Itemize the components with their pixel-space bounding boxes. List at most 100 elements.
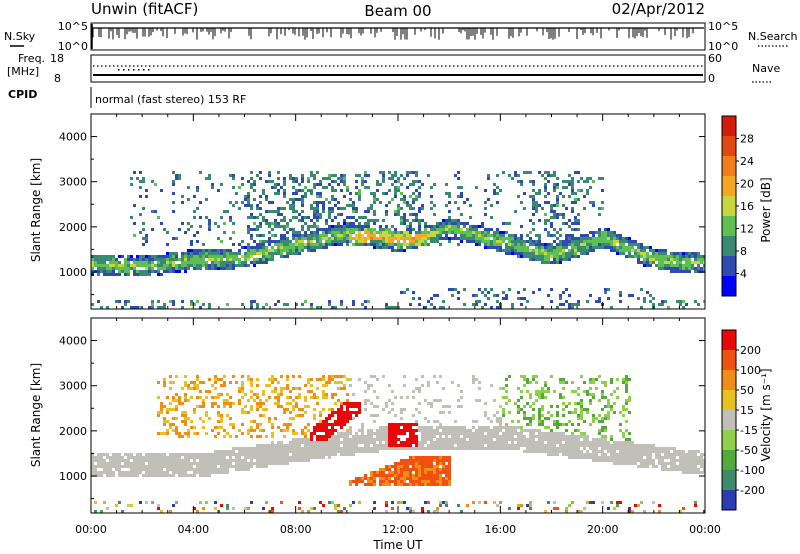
- velocity-cell: [574, 435, 577, 438]
- velocity-cell: [433, 480, 436, 483]
- power-cell: [694, 300, 697, 303]
- velocity-cell: [250, 405, 253, 408]
- velocity-cell: [547, 387, 550, 390]
- velocity-cell: [229, 465, 232, 468]
- velocity-cell: [490, 432, 493, 435]
- power-cell: [358, 216, 361, 219]
- power-cell: [571, 306, 574, 309]
- velocity-cell: [175, 408, 178, 411]
- power-cell: [148, 270, 151, 273]
- power-cell: [541, 174, 544, 177]
- power-cell: [379, 240, 382, 243]
- velocity-cell: [280, 462, 283, 465]
- velocity-cell: [190, 468, 193, 471]
- velocity-cell: [538, 411, 541, 414]
- power-cell: [109, 273, 112, 276]
- power-cell: [658, 255, 661, 258]
- power-cell: [256, 306, 259, 309]
- velocity-cell: [349, 438, 352, 441]
- power-cell: [436, 234, 439, 237]
- power-cell: [433, 237, 436, 240]
- power-cell: [622, 237, 625, 240]
- velocity-cell: [436, 381, 439, 384]
- velocity-cell: [190, 474, 193, 477]
- power-cell: [586, 246, 589, 249]
- velocity-cell: [223, 450, 226, 453]
- velocity-cell: [610, 408, 613, 411]
- velocity-cell: [250, 453, 253, 456]
- velocity-cell: [478, 387, 481, 390]
- velocity-cell: [451, 435, 454, 438]
- velocity-cell: [547, 501, 550, 504]
- velocity-cell: [448, 456, 451, 459]
- velocity-cell: [148, 468, 151, 471]
- power-cell: [136, 264, 139, 267]
- power-cell: [646, 246, 649, 249]
- velocity-cell: [103, 459, 106, 462]
- power-cell: [259, 213, 262, 216]
- power-cell: [313, 213, 316, 216]
- velocity-cell: [166, 465, 169, 468]
- power-cell: [442, 219, 445, 222]
- power-cell: [205, 177, 208, 180]
- power-cell: [562, 258, 565, 261]
- velocity-cell: [325, 426, 328, 429]
- power-cell: [535, 201, 538, 204]
- velocity-cell: [181, 459, 184, 462]
- velocity-cell: [361, 450, 364, 453]
- velocity-cell: [271, 459, 274, 462]
- power-cell: [523, 252, 526, 255]
- velocity-cell: [157, 381, 160, 384]
- power-cell: [142, 264, 145, 267]
- power-cell: [229, 261, 232, 264]
- power-cell: [460, 231, 463, 234]
- power-cell: [124, 270, 127, 273]
- power-cell: [283, 303, 286, 306]
- power-cell: [247, 192, 250, 195]
- power-cell: [139, 255, 142, 258]
- power-cell: [394, 234, 397, 237]
- velocity-cell: [166, 456, 169, 459]
- power-cell: [697, 258, 700, 261]
- power-cell: [301, 243, 304, 246]
- velocity-cell: [172, 474, 175, 477]
- velocity-cell: [349, 441, 352, 444]
- velocity-cell: [292, 453, 295, 456]
- velocity-cell: [424, 426, 427, 429]
- velocity-cell: [586, 438, 589, 441]
- velocity-cell: [256, 459, 259, 462]
- velocity-cell: [286, 450, 289, 453]
- velocity-cell: [394, 441, 397, 444]
- velocity-cell: [481, 432, 484, 435]
- nave-dot: [118, 69, 120, 71]
- power-cell: [241, 240, 244, 243]
- velocity-cell: [334, 450, 337, 453]
- velocity-cell: [541, 438, 544, 441]
- power-cell: [244, 204, 247, 207]
- velocity-cell: [565, 447, 568, 450]
- power-cell: [652, 255, 655, 258]
- power-cell: [433, 231, 436, 234]
- power-cell: [148, 258, 151, 261]
- power-cell: [145, 255, 148, 258]
- power-cell: [394, 171, 397, 174]
- power-cell: [487, 291, 490, 294]
- power-cell: [475, 300, 478, 303]
- power-cell: [217, 252, 220, 255]
- power-cell: [610, 240, 613, 243]
- power-cell: [145, 195, 148, 198]
- velocity-cell: [283, 456, 286, 459]
- power-cell: [346, 237, 349, 240]
- velocity-cell: [328, 414, 331, 417]
- velocity-cell: [466, 504, 469, 507]
- power-cell: [112, 270, 115, 273]
- velocity-cell: [337, 447, 340, 450]
- power-cell: [637, 246, 640, 249]
- velocity-cell: [310, 435, 313, 438]
- velocity-cell: [190, 465, 193, 468]
- power-cell: [568, 252, 571, 255]
- power-cell: [169, 270, 172, 273]
- power-cell: [619, 294, 622, 297]
- velocity-heatmap: [91, 375, 705, 513]
- power-cell: [511, 240, 514, 243]
